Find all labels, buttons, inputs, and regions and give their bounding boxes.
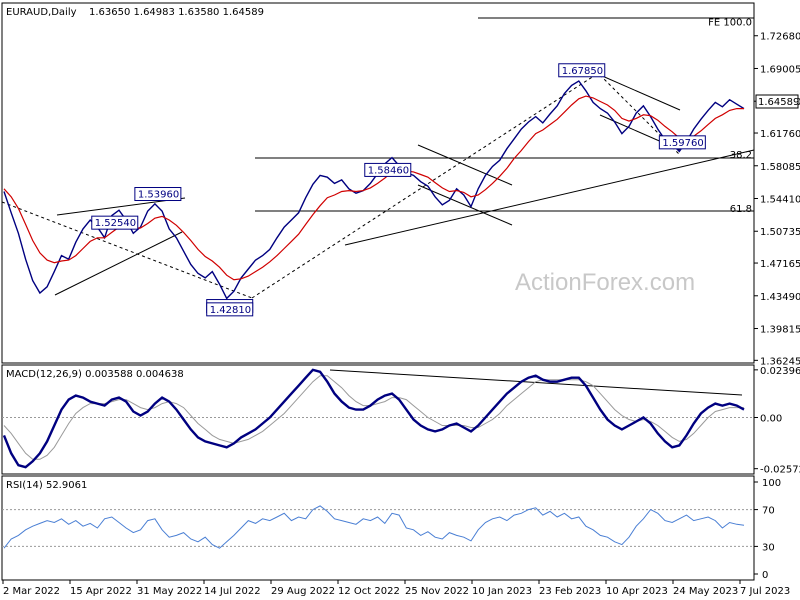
rsi-panel-frame (1, 475, 755, 581)
svg-text:1.58460: 1.58460 (368, 165, 409, 176)
macd-series (2, 368, 745, 469)
x-axis: 2 Mar 2022 15 Apr 2022 31 May 2022 14 Jul 2… (2, 580, 790, 597)
rsi-tick-label: 30 (762, 542, 775, 553)
level-label-1-59760: 1.59760 (658, 135, 706, 150)
wedge-lower-line (54, 231, 183, 296)
dashed-b-diag (599, 74, 681, 156)
fib-label: 61.8 (730, 204, 752, 215)
channel-a-lower (417, 184, 513, 226)
level-label-1-67850: 1.67850 (558, 63, 606, 78)
dashed-down-line (1, 201, 253, 299)
price-tick-label: 1.61760 (760, 129, 800, 140)
x-tick-label: 29 Aug 2022 (271, 586, 335, 597)
x-tick-label: 2 Mar 2022 (3, 586, 60, 597)
macd-tick-label: -0.025726 (760, 465, 800, 476)
rsi-axis: 100 70 30 0 (2, 478, 781, 581)
level-label-1-53960: 1.53960 (134, 187, 182, 202)
level-label-1-52540: 1.52540 (91, 215, 139, 230)
price-panel-frame (1, 2, 755, 364)
x-tick-label: 25 Nov 2022 (405, 586, 469, 597)
level-label-1-58460: 1.58460 (364, 162, 412, 177)
fib-labels: FE 100.0 38.2 61.8 (708, 17, 752, 215)
x-tick-label: 10 Apr 2023 (606, 586, 668, 597)
macd-divergence-line (329, 369, 743, 396)
watermark: ActionForex.com (515, 269, 695, 296)
price-header-ohlc: 1.63650 1.64983 1.63580 1.64589 (89, 7, 264, 18)
price-tick-label: 1.72680 (760, 32, 800, 43)
current-price-label: 1.64589 (758, 97, 799, 108)
level-labels: 1.431801.539601.428101.597601.525401.678… (91, 63, 706, 317)
long-uptrend-line (344, 149, 755, 246)
price-tick-label: 1.69005 (760, 64, 800, 75)
trendline-annotations (1, 17, 755, 396)
rsi-header: RSI(14) 52.9061 (6, 480, 87, 491)
svg-text:1.52540: 1.52540 (95, 218, 136, 229)
current-price-marker: 1.64589 (755, 94, 799, 109)
price-tick-label: 1.58085 (760, 162, 800, 173)
svg-text:1.42810: 1.42810 (210, 305, 251, 316)
rsi-tick-label: 0 (762, 570, 768, 581)
rsi-series (3, 505, 745, 549)
price-axis: 1.726801.690051.653301.617601.580851.544… (754, 32, 800, 367)
macd-panel-frame (1, 364, 755, 475)
macd-header: MACD(12,26,9) 0.003588 0.004638 (6, 369, 184, 380)
macd-signal-series (3, 375, 744, 460)
moving-average-series (3, 95, 744, 281)
price-header-symbol: EURAUD,Daily (6, 7, 77, 18)
price-tick-label: 1.36245 (760, 356, 800, 367)
price-tick-label: 1.50735 (760, 227, 800, 238)
svg-text:1.59760: 1.59760 (662, 138, 703, 149)
svg-text:1.67850: 1.67850 (562, 66, 603, 77)
channel-b-upper (599, 74, 681, 111)
macd-tick-label: 0.00 (760, 414, 782, 425)
price-tick-label: 1.47165 (760, 259, 800, 270)
x-tick-label: 14 Jul 2022 (204, 586, 261, 597)
rsi-tick-label: 70 (762, 506, 775, 517)
level-label-1-42810: 1.42810 (206, 302, 254, 317)
x-tick-label: 10 Jan 2023 (472, 586, 532, 597)
x-tick-label: 23 Feb 2023 (539, 586, 601, 597)
rsi-tick-label: 100 (762, 478, 781, 489)
fib-label: FE 100.0 (708, 17, 752, 28)
x-tick-label: 15 Apr 2022 (70, 586, 132, 597)
fib-label: 38.2 (730, 150, 752, 161)
channel-a-upper (417, 144, 513, 186)
x-tick-label: 7 Jul 2023 (740, 586, 790, 597)
macd-tick-label: 0.023963 (760, 366, 800, 377)
svg-text:1.53960: 1.53960 (138, 190, 179, 201)
price-tick-label: 1.43490 (760, 292, 800, 303)
macd-axis: 0.023963 0.00 -0.025726 (2, 366, 800, 476)
x-tick-label: 31 May 2022 (137, 586, 202, 597)
x-tick-label: 24 May 2023 (673, 586, 738, 597)
x-tick-label: 12 Oct 2022 (338, 586, 400, 597)
price-tick-label: 1.39815 (760, 325, 800, 336)
price-tick-label: 1.54410 (760, 195, 800, 206)
